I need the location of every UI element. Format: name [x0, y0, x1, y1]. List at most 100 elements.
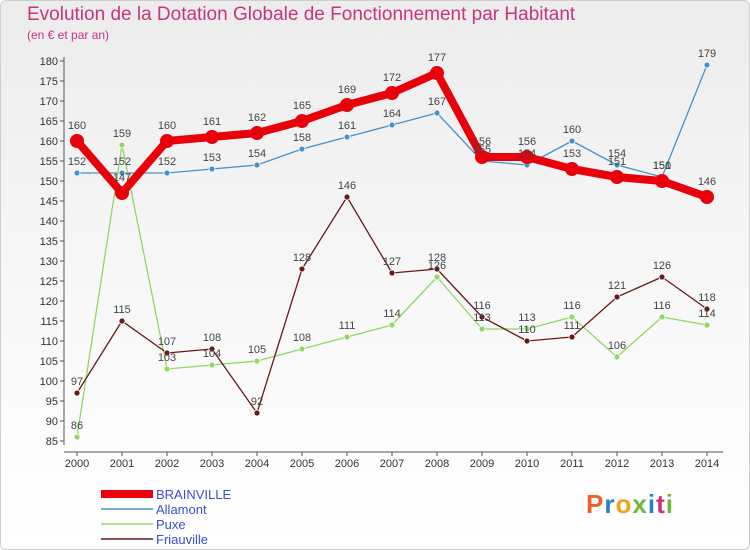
- data-label-puxe: 114: [383, 308, 401, 320]
- series-layer: [70, 61, 714, 441]
- data-label-puxe: 113: [518, 312, 536, 324]
- proxiti-logo: Proxiti: [586, 489, 674, 520]
- data-point-brainville: [565, 162, 579, 176]
- data-point-allamont: [433, 109, 441, 117]
- data-point-friauville: [163, 349, 171, 357]
- legend-label-brainville: BRAINVILLE: [156, 487, 231, 502]
- data-point-brainville: [295, 114, 309, 128]
- data-point-puxe: [163, 365, 171, 373]
- y-tick-label: 165: [40, 116, 58, 128]
- y-tick-label: 90: [46, 416, 58, 428]
- data-label-brainville: 169: [338, 84, 356, 96]
- data-point-allamont: [343, 133, 351, 141]
- data-point-puxe: [478, 325, 486, 333]
- x-tick-label: 2014: [695, 458, 719, 470]
- data-point-friauville: [73, 389, 81, 397]
- y-tick-label: 100: [40, 376, 58, 388]
- data-label-allamont: 158: [293, 132, 311, 144]
- data-point-allamont: [298, 145, 306, 153]
- logo-letter: r: [604, 489, 616, 519]
- y-tick-label: 150: [40, 176, 58, 188]
- data-point-puxe: [208, 361, 216, 369]
- legend-label-allamont: Allamont: [156, 502, 207, 517]
- data-point-brainville: [115, 186, 129, 200]
- data-point-puxe: [703, 321, 711, 329]
- data-point-puxe: [433, 273, 441, 281]
- data-label-brainville: 150: [653, 160, 671, 172]
- data-point-allamont: [568, 137, 576, 145]
- data-point-puxe: [253, 357, 261, 365]
- series-brainville: [70, 66, 714, 204]
- x-tick-label: 2002: [155, 458, 179, 470]
- data-label-friauville: 121: [608, 280, 626, 292]
- y-tick-label: 155: [40, 156, 58, 168]
- data-label-brainville: 151: [608, 156, 626, 168]
- data-point-brainville: [700, 190, 714, 204]
- x-tick-label: 2000: [65, 458, 89, 470]
- data-label-friauville: 111: [564, 320, 581, 332]
- data-point-friauville: [523, 337, 531, 345]
- y-tick-label: 140: [40, 216, 58, 228]
- y-tick-label: 180: [40, 56, 58, 68]
- data-label-allamont: 152: [68, 156, 86, 168]
- data-label-allamont: 154: [518, 148, 536, 160]
- data-point-allamont: [388, 121, 396, 129]
- data-label-puxe: 114: [698, 308, 716, 320]
- data-label-allamont: 179: [698, 48, 716, 60]
- data-point-friauville: [568, 333, 576, 341]
- y-tick-label: 135: [40, 236, 58, 248]
- data-label-friauville: 128: [428, 252, 446, 264]
- data-point-allamont: [163, 169, 171, 177]
- y-tick-label: 145: [40, 196, 58, 208]
- logo-letter: P: [586, 489, 605, 519]
- logo-letter: x: [632, 489, 648, 519]
- data-point-friauville: [343, 193, 351, 201]
- x-tick-label: 2010: [515, 458, 539, 470]
- data-point-puxe: [523, 325, 531, 333]
- data-label-brainville: 160: [68, 120, 86, 132]
- data-point-friauville: [658, 273, 666, 281]
- data-label-allamont: 152: [113, 156, 131, 168]
- y-tick-label: 95: [46, 396, 58, 408]
- data-label-allamont: 164: [383, 108, 401, 120]
- data-label-puxe: 159: [113, 128, 131, 140]
- x-tick-label: 2004: [245, 458, 269, 470]
- data-point-allamont: [253, 161, 261, 169]
- axes: 8590951001051101151201251301351401451501…: [40, 56, 723, 470]
- data-label-friauville: 146: [338, 180, 356, 192]
- y-tick-label: 125: [40, 276, 58, 288]
- chart-title: Evolution de la Dotation Globale de Fonc…: [27, 4, 576, 25]
- x-tick-label: 2005: [290, 458, 314, 470]
- y-tick-label: 110: [40, 336, 58, 348]
- series-line-friauville: [76, 196, 708, 414]
- data-point-brainville: [160, 134, 174, 148]
- data-label-friauville: 116: [473, 300, 491, 312]
- data-point-puxe: [658, 313, 666, 321]
- data-label-brainville: 177: [428, 52, 446, 64]
- data-point-friauville: [478, 313, 486, 321]
- data-label-allamont: 155: [473, 144, 491, 156]
- data-label-allamont: 154: [248, 148, 266, 160]
- chart-subtitle: (en € et par an): [27, 28, 110, 42]
- y-tick-label: 175: [40, 76, 58, 88]
- data-label-puxe: 108: [293, 332, 311, 344]
- data-label-puxe: 116: [653, 300, 671, 312]
- x-tick-label: 2008: [425, 458, 449, 470]
- series-friauville: [73, 193, 711, 417]
- data-label-allamont: 152: [158, 156, 176, 168]
- data-label-brainville: 172: [383, 72, 401, 84]
- data-label-friauville: 126: [653, 260, 671, 272]
- logo-letter: i: [647, 489, 657, 519]
- x-tick-label: 2001: [110, 458, 134, 470]
- data-label-friauville: 128: [293, 252, 311, 264]
- y-tick-label: 85: [46, 436, 58, 448]
- data-label-brainville: 156: [518, 136, 536, 148]
- y-tick-label: 170: [40, 96, 58, 108]
- data-point-allamont: [208, 165, 216, 173]
- series-allamont: [73, 61, 711, 181]
- data-point-allamont: [118, 169, 126, 177]
- data-label-puxe: 104: [203, 348, 221, 360]
- data-point-friauville: [253, 409, 261, 417]
